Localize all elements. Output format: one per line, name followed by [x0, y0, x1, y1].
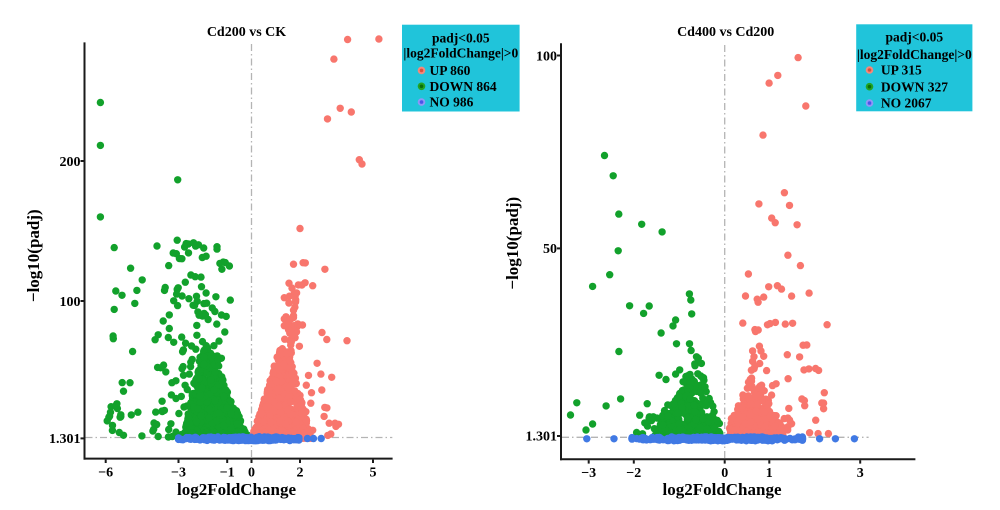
svg-text:0: 0 [248, 465, 255, 480]
svg-text:NO 986: NO 986 [430, 95, 474, 110]
svg-text:1.301: 1.301 [526, 430, 558, 445]
svg-text:50: 50 [543, 242, 557, 257]
svg-text:−log10(padj): −log10(padj) [24, 209, 43, 302]
svg-text:Cd400 vs Cd200: Cd400 vs Cd200 [677, 25, 774, 40]
svg-text:DOWN 327: DOWN 327 [881, 79, 948, 94]
svg-text:−6: −6 [98, 465, 113, 480]
svg-text:log2FoldChange: log2FoldChange [662, 480, 781, 499]
svg-text:−log10(padj): −log10(padj) [503, 197, 522, 290]
svg-text:−3: −3 [581, 466, 596, 481]
svg-text:−3: −3 [171, 465, 186, 480]
svg-text:|log2FoldChange|>0: |log2FoldChange|>0 [857, 47, 972, 62]
svg-text:5: 5 [370, 465, 377, 480]
svg-text:1.301: 1.301 [49, 432, 81, 447]
svg-text:DOWN 864: DOWN 864 [430, 79, 497, 94]
svg-text:UP 860: UP 860 [430, 63, 471, 78]
svg-text:0: 0 [721, 466, 728, 481]
svg-text:−1: −1 [220, 465, 235, 480]
svg-text:|log2FoldChange|>0: |log2FoldChange|>0 [403, 46, 518, 61]
svg-text:log2FoldChange: log2FoldChange [177, 480, 296, 499]
svg-text:3: 3 [857, 466, 864, 481]
svg-text:UP 315: UP 315 [881, 63, 922, 78]
svg-text:100: 100 [60, 295, 81, 310]
svg-text:padj<0.05: padj<0.05 [886, 30, 944, 45]
svg-text:1: 1 [766, 466, 773, 481]
svg-text:−2: −2 [626, 466, 641, 481]
svg-text:Cd200 vs CK: Cd200 vs CK [207, 25, 286, 40]
svg-text:2: 2 [297, 465, 304, 480]
svg-text:100: 100 [536, 49, 557, 64]
svg-text:200: 200 [60, 155, 81, 170]
svg-text:NO 2067: NO 2067 [881, 96, 932, 111]
svg-text:padj<0.05: padj<0.05 [432, 30, 490, 45]
